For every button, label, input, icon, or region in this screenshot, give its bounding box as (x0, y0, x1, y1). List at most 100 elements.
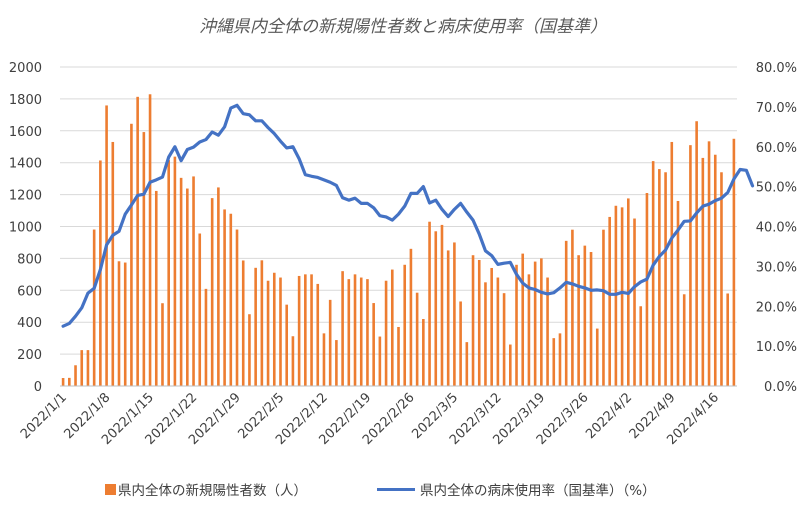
bar (335, 340, 338, 386)
bar (254, 267, 257, 386)
bar (689, 145, 692, 386)
bar (670, 141, 674, 386)
bar (577, 255, 580, 386)
bar (61, 378, 65, 386)
line-series (61, 103, 755, 328)
bar (446, 250, 450, 386)
chart-title: 沖縄県内全体の新規陽性者数と病床使用率（国基準） (199, 17, 607, 37)
bar (310, 274, 313, 386)
y-axis-right-ticks: 0.0% 10.0% 20.0% 30.0% 40.0% 50.0% 60.0% 70.0% 8… (756, 61, 797, 395)
bar (422, 319, 425, 386)
bar (608, 216, 611, 386)
bar (353, 274, 357, 386)
bar (540, 258, 543, 386)
bar (477, 259, 481, 386)
y-tick-label-left: 1600 (9, 125, 42, 140)
y-tick-label-left: 2000 (9, 61, 42, 76)
bar (316, 283, 320, 386)
y-tick-label-right: 70.0% (756, 101, 797, 116)
legend-bar-label: 県内全体の新規陽性者数（人） (118, 482, 307, 499)
bar (664, 172, 667, 386)
y-tick-label-right: 10.0% (756, 340, 797, 355)
bar (86, 350, 90, 386)
bar (502, 293, 506, 386)
bar (186, 188, 189, 386)
bar (707, 141, 711, 386)
bar (173, 156, 177, 386)
bar (571, 229, 574, 386)
bar (658, 169, 661, 386)
y-tick-label-left: 1200 (9, 189, 42, 204)
bar (123, 262, 127, 386)
bar (546, 277, 549, 386)
bar (515, 264, 518, 386)
bar (285, 304, 289, 386)
y-tick-label-left: 200 (17, 348, 42, 363)
bar (210, 198, 214, 386)
y-tick-label-right: 50.0% (756, 181, 797, 196)
legend: 県内全体の新規陽性者数（人） 県内全体の病床使用率（国基準）（%） (105, 482, 656, 499)
y-tick-label-left: 1000 (9, 221, 42, 236)
bar (583, 245, 587, 386)
bar (322, 333, 326, 386)
bar (633, 218, 636, 386)
bar (92, 229, 96, 386)
bar (527, 274, 531, 386)
bar (465, 342, 469, 386)
bar (80, 350, 84, 386)
bar (397, 326, 400, 386)
bar (415, 292, 419, 386)
y-tick-label-right: 40.0% (756, 221, 797, 236)
bar (558, 333, 562, 386)
bar (378, 336, 382, 386)
bar (347, 279, 351, 386)
bar (533, 261, 537, 386)
bar (409, 248, 413, 386)
bar (390, 269, 394, 386)
bar (564, 240, 568, 386)
bar (496, 277, 500, 386)
bar (645, 193, 649, 386)
bar (372, 303, 375, 386)
bar (713, 154, 717, 386)
bar (639, 306, 643, 386)
bar (720, 172, 723, 386)
bar (595, 328, 599, 386)
bar (732, 138, 736, 386)
bar (602, 229, 605, 386)
bar (167, 160, 170, 386)
bar (260, 260, 264, 386)
bar (117, 261, 121, 386)
bar (459, 301, 462, 386)
bar (279, 277, 282, 386)
bar (552, 338, 556, 386)
bar (235, 229, 239, 386)
y-axis-left-ticks: 0 200 400 600 800 1000 1200 1400 1600 1800 2000 (9, 61, 42, 395)
bar (248, 314, 251, 386)
bar (304, 274, 307, 386)
bar (440, 224, 444, 386)
bar (589, 252, 593, 386)
bar (68, 377, 71, 386)
bar (241, 260, 245, 386)
bar (148, 94, 152, 386)
y-tick-label-left: 1800 (9, 93, 42, 108)
bar (179, 177, 183, 386)
bar (130, 123, 133, 387)
y-tick-label-right: 80.0% (756, 61, 797, 76)
bar (229, 213, 233, 386)
bar (154, 190, 158, 386)
y-tick-label-left: 400 (17, 316, 42, 331)
y-tick-label-right: 20.0% (756, 300, 797, 315)
y-tick-label-right: 60.0% (756, 141, 797, 156)
bar (198, 233, 202, 386)
bar (366, 279, 369, 386)
bar (676, 200, 680, 386)
y-tick-label-left: 0 (34, 380, 42, 395)
bar (508, 344, 512, 386)
bar (111, 141, 115, 386)
bar (384, 280, 388, 386)
legend-bar-swatch (105, 484, 116, 495)
bar (695, 121, 698, 386)
bar (428, 221, 431, 386)
